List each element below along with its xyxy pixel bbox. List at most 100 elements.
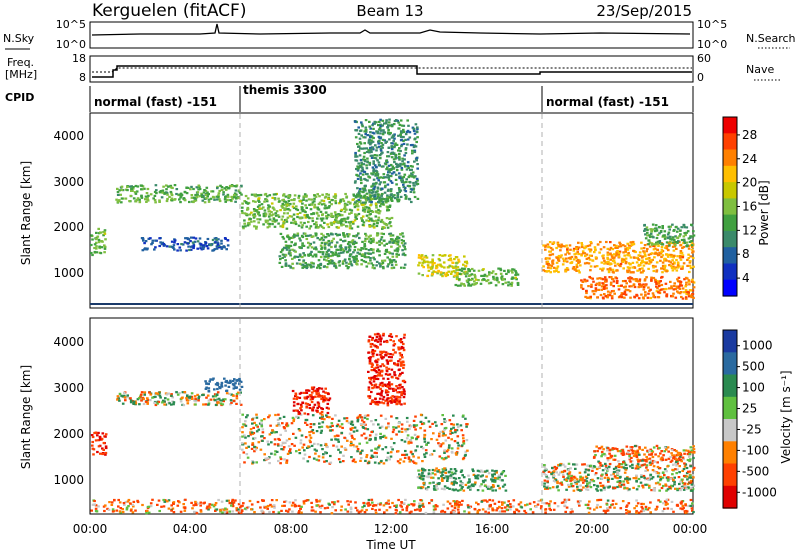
heatmap-cell (96, 235, 100, 238)
heatmap-cell (391, 255, 395, 258)
heatmap-cell (373, 375, 377, 378)
heatmap-cell (467, 284, 470, 287)
heatmap-cell (333, 264, 336, 268)
heatmap-cell (682, 223, 686, 226)
heatmap-cell (473, 483, 477, 486)
heatmap-cell (395, 143, 399, 146)
heatmap-cell (401, 371, 404, 374)
heatmap-cell (378, 145, 381, 148)
heatmap-cell (376, 403, 380, 406)
heatmap-cell (496, 484, 500, 487)
heatmap-cell (642, 474, 646, 478)
heatmap-cell (377, 216, 381, 219)
heatmap-cell (296, 232, 300, 235)
heatmap-cell (402, 342, 405, 346)
heatmap-cell (335, 248, 338, 251)
heatmap-cell (652, 266, 655, 269)
heatmap-cell (165, 245, 169, 248)
heatmap-cell (588, 254, 592, 257)
heatmap-cell (312, 212, 316, 215)
heatmap-cell (224, 200, 227, 203)
heatmap-cell (216, 243, 220, 246)
heatmap-cell (226, 381, 230, 384)
heatmap-cell (374, 360, 377, 363)
heatmap-cell (334, 245, 337, 248)
heatmap-cell (279, 456, 282, 459)
heatmap-cell (650, 242, 654, 245)
heatmap-cell (440, 443, 443, 446)
heatmap-cell (362, 201, 365, 204)
heatmap-cell (305, 215, 309, 218)
heatmap-cell (372, 132, 376, 135)
heatmap-cell (585, 289, 588, 292)
heatmap-cell (369, 146, 372, 149)
heatmap-cell (662, 288, 666, 291)
heatmap-cell (301, 210, 305, 213)
heatmap-cell (363, 151, 366, 155)
heatmap-cell (323, 247, 327, 250)
heatmap-cell (247, 445, 250, 448)
heatmap-cell (546, 260, 550, 263)
heatmap-cell (593, 265, 597, 268)
heatmap-cell (287, 236, 290, 239)
heatmap-cell (195, 195, 199, 199)
heatmap-cell (166, 185, 170, 188)
heatmap-cell (324, 242, 327, 245)
heatmap-cell (396, 391, 399, 394)
heatmap-cell (354, 159, 357, 162)
heatmap-cell (446, 479, 449, 482)
heatmap-cell (502, 470, 506, 473)
heatmap-cell (363, 416, 367, 419)
heatmap-cell (257, 213, 260, 216)
heatmap-cell (499, 267, 502, 270)
heatmap-cell (242, 451, 246, 454)
heatmap-cell (392, 426, 395, 429)
heatmap-cell (378, 334, 382, 337)
heatmap-cell (626, 266, 630, 269)
heatmap-cell (311, 407, 314, 410)
heatmap-cell (323, 255, 326, 258)
heatmap-cell (256, 218, 259, 221)
heatmap-cell (477, 279, 480, 282)
heatmap-cell (440, 423, 444, 426)
heatmap-cell (414, 428, 417, 431)
heatmap-cell (98, 246, 101, 250)
heatmap-cell (591, 277, 594, 280)
heatmap-cell (436, 487, 439, 490)
heatmap-cell (330, 241, 333, 244)
heatmap-cell (362, 426, 365, 429)
heatmap-cell (226, 198, 229, 201)
heatmap-cell (398, 358, 402, 361)
heatmap-cell (604, 294, 608, 298)
heatmap-cell (403, 254, 407, 257)
heatmap-cell (178, 193, 181, 196)
heatmap-cell (400, 124, 404, 127)
heatmap-cell (372, 160, 375, 163)
heatmap-cell (101, 447, 104, 450)
heatmap-cell (425, 475, 429, 478)
heatmap-cell (385, 366, 388, 369)
heatmap-cell (170, 240, 174, 243)
heatmap-cell (675, 258, 678, 262)
heatmap-cell (499, 269, 503, 272)
heatmap-cell (350, 420, 354, 423)
heatmap-cell (116, 398, 119, 401)
heatmap-cell (449, 254, 452, 257)
heatmap-cell (150, 243, 153, 246)
heatmap-cell (349, 422, 353, 425)
heatmap-cell (389, 451, 393, 454)
heatmap-cell (229, 403, 232, 406)
heatmap-cell (408, 427, 411, 430)
heatmap-cell (337, 220, 340, 223)
heatmap-cell (367, 256, 370, 259)
heatmap-cell (234, 200, 237, 203)
heatmap-cell (303, 193, 307, 196)
heatmap-cell (306, 403, 310, 406)
heatmap-cell (99, 452, 102, 455)
heatmap-cell (386, 166, 389, 169)
heatmap-cell (670, 295, 673, 298)
heatmap-cell (168, 402, 171, 405)
heatmap-cell (663, 468, 667, 471)
heatmap-cell (282, 193, 286, 196)
heatmap-cell (128, 185, 132, 188)
